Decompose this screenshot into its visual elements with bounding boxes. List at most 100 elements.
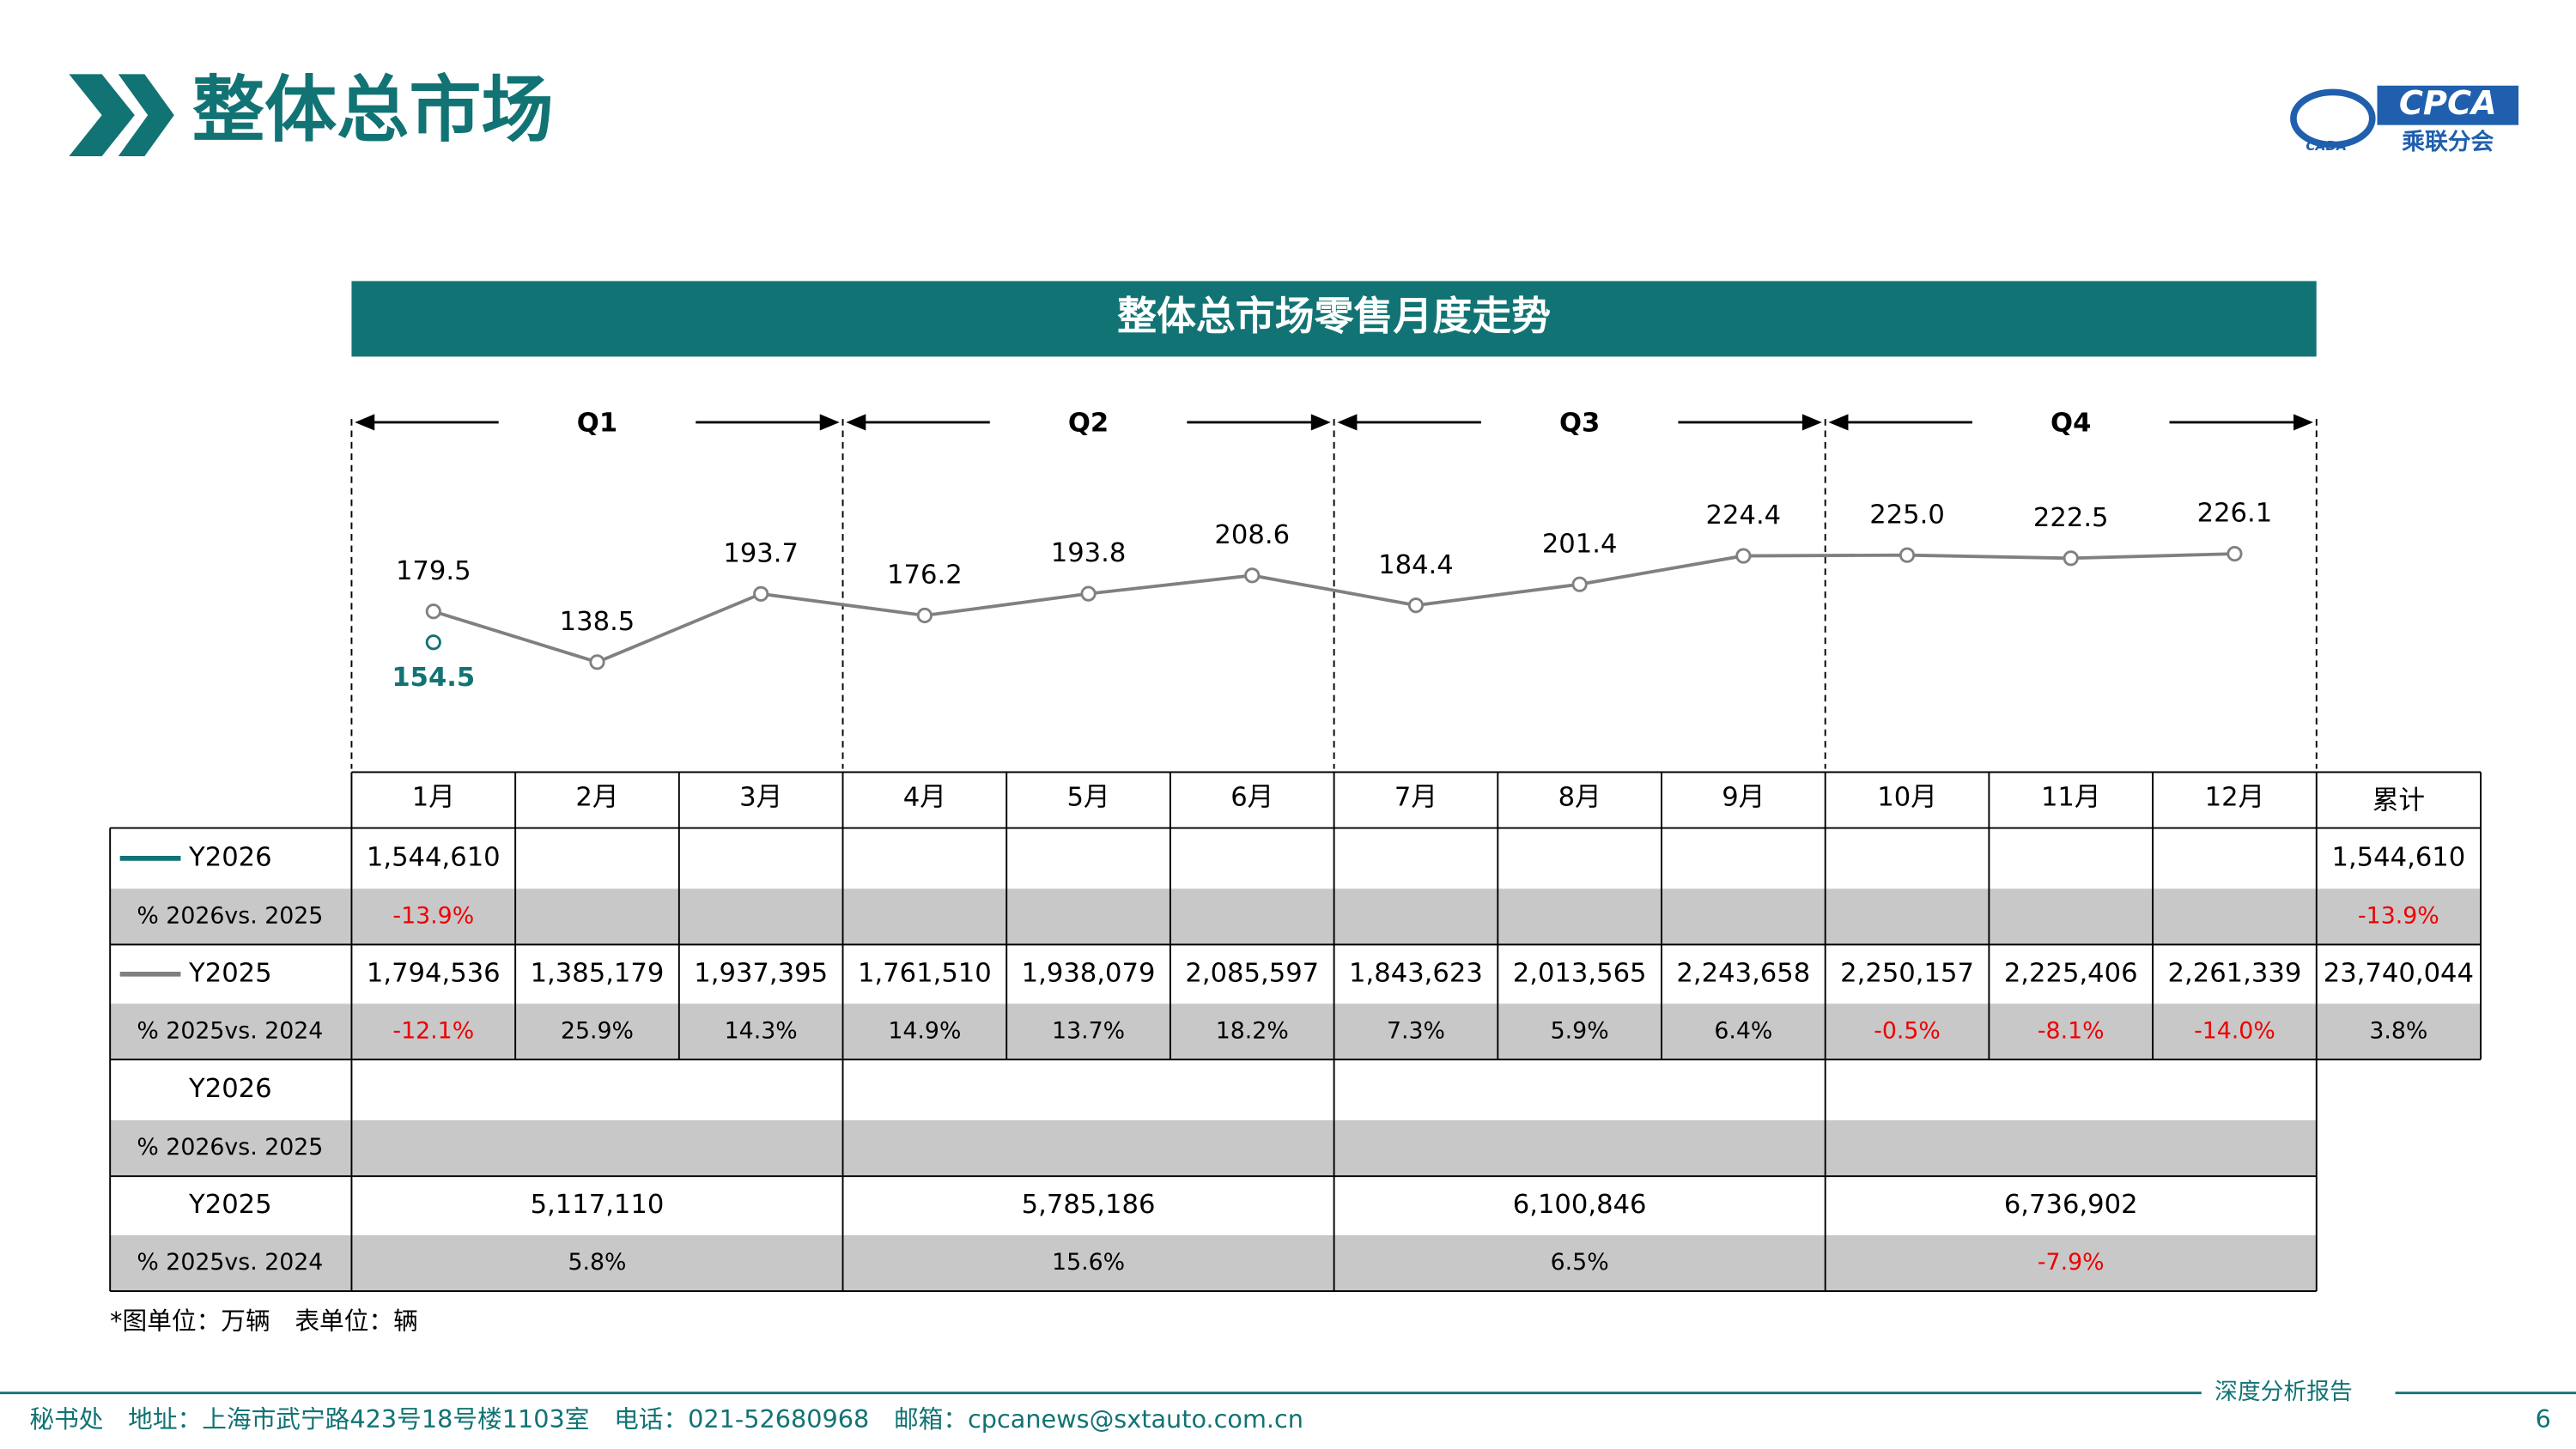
table-cell: 6,100,846 (1513, 1190, 1647, 1220)
table-cell: 14.9% (888, 1017, 961, 1044)
shaded-row (110, 1120, 2317, 1177)
table-cell: 2,250,157 (1840, 958, 1974, 988)
table-cell: 2,243,658 (1676, 958, 1810, 988)
table-cell: 1,794,536 (367, 958, 501, 988)
point (753, 585, 769, 602)
table-cell: 13.7% (1052, 1017, 1125, 1044)
arrow-head (1828, 414, 1849, 431)
month-header: 12月 (2205, 783, 2265, 813)
month-header: 9月 (1722, 783, 1765, 813)
data-label: 193.8 (1051, 538, 1127, 568)
logo-box (2377, 85, 2519, 125)
month-header: 11月 (2041, 783, 2101, 813)
arrow-head (2293, 414, 2313, 431)
table-cell: -14.0% (2194, 1017, 2275, 1044)
point (1899, 547, 1916, 563)
data-label: 154.5 (392, 663, 475, 693)
table-cell: 6.4% (1714, 1017, 1772, 1044)
point (916, 607, 933, 624)
data-label: 193.7 (723, 538, 799, 568)
table-cell: 18.2% (1216, 1017, 1289, 1044)
table-cell: -13.9% (2358, 902, 2439, 929)
table-cell: 6.5% (1551, 1249, 1609, 1276)
arrow-head (1310, 414, 1331, 431)
data-label: 179.5 (396, 556, 471, 586)
table-cell: 1,544,610 (2331, 842, 2465, 872)
page-number: 6 (2536, 1404, 2551, 1434)
row-label: % 2026vs. 2025 (137, 902, 323, 929)
table-cell: 5,785,186 (1022, 1190, 1156, 1220)
table-cell: -0.5% (1874, 1017, 1941, 1044)
data-label: 222.5 (2033, 503, 2109, 533)
data-label: 176.2 (887, 561, 963, 591)
chart-banner (351, 281, 2317, 357)
note: *图单位：万辆 表单位：辆 (110, 1306, 418, 1335)
data-label: 226.1 (2197, 499, 2273, 529)
month-header: 2月 (575, 783, 618, 813)
table-cell: 23,740,044 (2324, 958, 2474, 988)
row-label: % 2025vs. 2024 (137, 1017, 323, 1044)
row-label: % 2026vs. 2025 (137, 1134, 323, 1161)
series-line (433, 552, 2235, 664)
data-label: 224.4 (1706, 500, 1782, 530)
table-cell: 5.9% (1551, 1017, 1609, 1044)
footer-address: 秘书处 地址：上海市武宁路423号18号楼1103室 电话：021-526809… (29, 1404, 1303, 1434)
point (2063, 550, 2079, 567)
table-cell: 2,225,406 (2004, 958, 2138, 988)
quarter-label: Q3 (1559, 408, 1600, 438)
arrow-head (1801, 414, 1822, 431)
data-label: 201.4 (1542, 529, 1618, 559)
logo-sub: 乘联分会 (2402, 129, 2494, 155)
table-cell: 1,544,610 (367, 842, 501, 872)
point (1244, 567, 1261, 584)
month-header: 6月 (1230, 783, 1273, 813)
logo-small: CADA (2306, 138, 2347, 154)
table-cell: 5.8% (568, 1249, 626, 1276)
arrow-head (846, 414, 866, 431)
table-cell: 15.6% (1052, 1249, 1125, 1276)
row-label: Y2025 (188, 1190, 272, 1220)
table-cell: 6,736,902 (2004, 1190, 2138, 1220)
table-cell: 3.8% (2369, 1017, 2427, 1044)
month-header: 3月 (739, 783, 782, 813)
table-cell: 1,937,395 (694, 958, 828, 988)
month-header: 10月 (1877, 783, 1937, 813)
point (425, 634, 441, 651)
table-cell: 1,938,079 (1022, 958, 1156, 988)
arrow-head (1337, 414, 1358, 431)
row-label: % 2025vs. 2024 (137, 1249, 323, 1276)
table-cell: -13.9% (392, 902, 474, 929)
table-cell: 14.3% (725, 1017, 798, 1044)
chevron (118, 74, 174, 157)
month-header: 1月 (412, 783, 455, 813)
quarter-label: Q1 (577, 408, 617, 438)
table-cell: -8.1% (2038, 1017, 2105, 1044)
table-cell: 1,843,623 (1349, 958, 1483, 988)
point (2227, 546, 2243, 562)
table-cell: 7.3% (1387, 1017, 1445, 1044)
month-header: 4月 (903, 783, 946, 813)
table-cell: 2,261,339 (2168, 958, 2302, 988)
point (1571, 576, 1588, 592)
table-cell: 1,385,179 (531, 958, 665, 988)
total-header: 累计 (2372, 785, 2425, 815)
legend-label: Y2025 (188, 958, 272, 988)
data-label: 138.5 (560, 607, 635, 637)
point (1735, 548, 1752, 564)
data-label: 225.0 (1869, 500, 1945, 530)
quarter-label: Q4 (2050, 408, 2091, 438)
logo-text: CPCA (2399, 84, 2497, 123)
chart-title: 整体总市场零售月度走势 (1117, 293, 1551, 339)
table-cell: 5,117,110 (531, 1190, 665, 1220)
row-label: Y2026 (188, 1074, 272, 1104)
quarter-label: Q2 (1068, 408, 1109, 438)
logo-mark (2290, 88, 2376, 149)
table-cell: 2,085,597 (1185, 958, 1319, 988)
legend-label: Y2026 (188, 842, 272, 872)
point (1407, 597, 1425, 614)
report-label: 深度分析报告 (2215, 1379, 2353, 1405)
arrow-head (819, 414, 840, 431)
